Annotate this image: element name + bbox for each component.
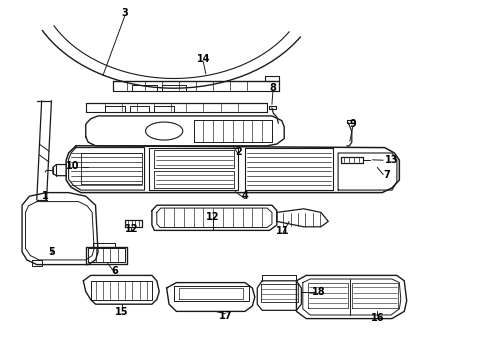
Text: 13: 13	[385, 155, 399, 165]
Text: 5: 5	[48, 247, 55, 257]
Text: 1: 1	[42, 191, 49, 201]
Text: 2: 2	[235, 147, 242, 157]
Text: 10: 10	[66, 161, 79, 171]
Text: 18: 18	[312, 287, 325, 297]
Text: 4: 4	[242, 191, 248, 201]
Text: 9: 9	[349, 119, 356, 129]
Text: 14: 14	[196, 54, 210, 64]
Text: 12: 12	[206, 212, 220, 222]
Text: 17: 17	[219, 311, 232, 321]
Text: 11: 11	[276, 226, 290, 236]
Text: 6: 6	[112, 266, 119, 276]
Text: 16: 16	[370, 312, 384, 323]
Text: 15: 15	[115, 307, 128, 317]
Text: 7: 7	[384, 170, 391, 180]
Text: 8: 8	[270, 83, 276, 93]
Text: 3: 3	[122, 8, 128, 18]
Text: 12: 12	[124, 224, 138, 234]
